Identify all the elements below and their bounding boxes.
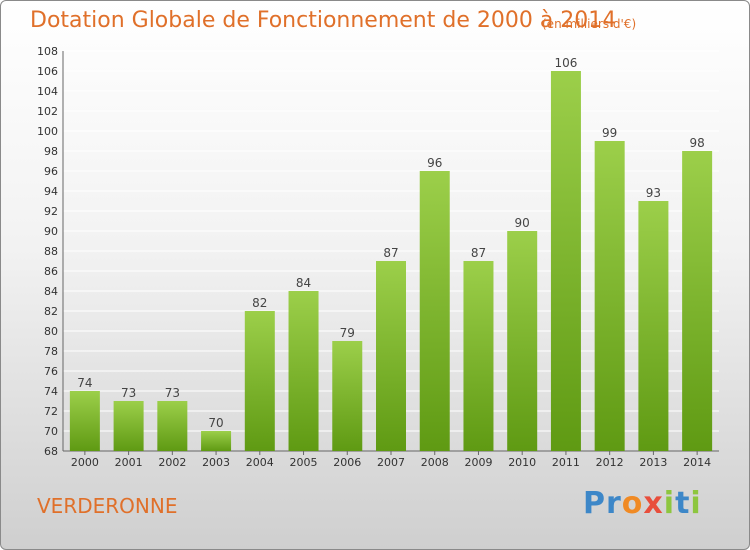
y-tick-label: 70 [44, 425, 58, 438]
bar-2001 [113, 401, 144, 451]
y-tick-label: 74 [44, 385, 58, 398]
y-tick-label: 84 [44, 285, 58, 298]
data-label: 74 [77, 376, 92, 390]
x-tick-label: 2008 [421, 456, 449, 469]
data-label: 87 [471, 246, 486, 260]
y-tick-label: 88 [44, 245, 58, 258]
y-tick-label: 90 [44, 225, 58, 238]
bar-2010 [507, 231, 538, 451]
bar-2003 [201, 431, 232, 451]
x-tick-label: 2005 [290, 456, 318, 469]
y-tick-label: 68 [44, 445, 58, 458]
x-tick-label: 2013 [639, 456, 667, 469]
y-tick-label: 96 [44, 165, 58, 178]
bar-2006 [332, 341, 363, 451]
bar-2004 [244, 311, 275, 451]
x-tick-label: 2007 [377, 456, 405, 469]
y-tick-label: 94 [44, 185, 58, 198]
y-tick-label: 78 [44, 345, 58, 358]
x-tick-label: 2009 [464, 456, 492, 469]
x-tick-label: 2006 [333, 456, 361, 469]
y-tick-label: 82 [44, 305, 58, 318]
data-label: 98 [689, 136, 704, 150]
data-label: 93 [646, 186, 661, 200]
y-tick-label: 106 [37, 65, 58, 78]
x-tick-label: 2002 [158, 456, 186, 469]
x-tick-label: 2003 [202, 456, 230, 469]
x-tick-label: 2000 [71, 456, 99, 469]
y-tick-label: 92 [44, 205, 58, 218]
bar-2007 [376, 261, 406, 451]
y-tick-label: 102 [37, 105, 58, 118]
chart-unit: (en milliers d'€) [542, 17, 637, 31]
bar-2000 [69, 391, 100, 451]
y-tick-label: 100 [37, 125, 58, 138]
x-tick-label: 2010 [508, 456, 536, 469]
y-tick-label: 98 [44, 145, 58, 158]
bar-2011 [550, 71, 581, 451]
data-label: 96 [427, 156, 442, 170]
data-label: 79 [340, 326, 355, 340]
x-tick-label: 2014 [683, 456, 711, 469]
data-label: 73 [121, 386, 136, 400]
bar-2013 [638, 201, 669, 451]
y-tick-label: 86 [44, 265, 58, 278]
y-tick-label: 108 [37, 45, 58, 58]
data-label: 87 [383, 246, 398, 260]
bar-2005 [288, 291, 319, 451]
y-tick-label: 72 [44, 405, 58, 418]
bar-2008 [419, 171, 450, 451]
y-tick-label: 104 [37, 85, 58, 98]
data-label: 82 [252, 296, 267, 310]
data-label: 90 [515, 216, 530, 230]
y-tick-label: 76 [44, 365, 58, 378]
chart-title: Dotation Globale de Fonctionnement de 20… [30, 8, 617, 33]
x-tick-label: 2001 [115, 456, 143, 469]
x-tick-label: 2004 [246, 456, 274, 469]
data-label: 70 [208, 416, 223, 430]
data-label: 73 [165, 386, 180, 400]
data-label: 84 [296, 276, 311, 290]
x-tick-label: 2011 [552, 456, 580, 469]
x-tick-label: 2012 [596, 456, 624, 469]
bar-2009 [463, 261, 494, 451]
bar-2012 [594, 141, 625, 451]
commune-name: VERDERONNE [37, 494, 178, 518]
proxiti-logo: Proxiti [583, 486, 702, 521]
bar-2002 [157, 401, 188, 451]
bar-2014 [682, 151, 713, 451]
data-label: 99 [602, 126, 617, 140]
data-label: 106 [554, 56, 577, 70]
y-tick-label: 80 [44, 325, 58, 338]
